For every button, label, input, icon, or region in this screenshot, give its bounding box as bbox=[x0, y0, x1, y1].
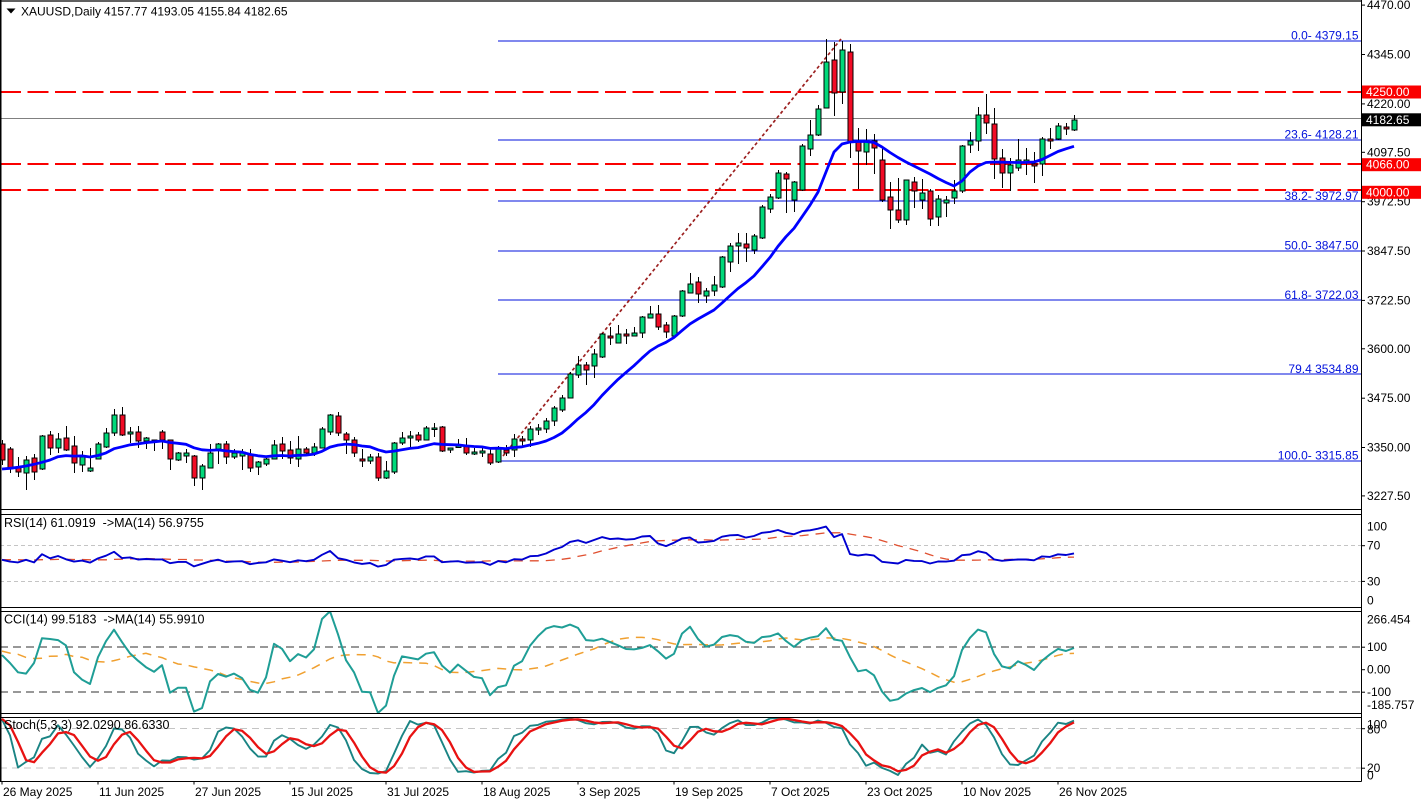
svg-text:3227.50: 3227.50 bbox=[1367, 489, 1411, 503]
svg-text:0.0- 4379.15: 0.0- 4379.15 bbox=[1291, 29, 1359, 43]
svg-text:Stoch(5,3,3) 92.0290 86.6330: Stoch(5,3,3) 92.0290 86.6330 bbox=[4, 718, 169, 732]
svg-text:RSI(14) 61.0919 ->MA(14) 56.9: RSI(14) 61.0919 ->MA(14) 56.9755 bbox=[4, 516, 204, 530]
svg-text:100: 100 bbox=[1367, 520, 1387, 534]
svg-text:4066.00: 4066.00 bbox=[1366, 158, 1410, 172]
svg-text:3847.50: 3847.50 bbox=[1367, 244, 1411, 258]
svg-text:CCI(14) 99.5183 ->MA(14) 55.9: CCI(14) 99.5183 ->MA(14) 55.9910 bbox=[4, 613, 205, 627]
svg-text:100: 100 bbox=[1367, 640, 1387, 654]
svg-text:26 May 2025: 26 May 2025 bbox=[3, 785, 73, 799]
svg-text:80: 80 bbox=[1367, 723, 1381, 737]
svg-text:23 Oct 2025: 23 Oct 2025 bbox=[867, 785, 933, 799]
svg-text:11 Jun 2025: 11 Jun 2025 bbox=[99, 785, 164, 799]
svg-text:0: 0 bbox=[1367, 594, 1374, 608]
svg-text:4345.00: 4345.00 bbox=[1367, 48, 1411, 62]
svg-text:30: 30 bbox=[1367, 574, 1381, 588]
svg-text:4097.50: 4097.50 bbox=[1367, 145, 1411, 159]
svg-text:3350.00: 3350.00 bbox=[1367, 441, 1411, 455]
svg-text:19 Sep 2025: 19 Sep 2025 bbox=[675, 785, 743, 799]
svg-text:26 Nov 2025: 26 Nov 2025 bbox=[1059, 785, 1127, 799]
svg-text:4157.77 4193.05 4155.84 4182.6: 4157.77 4193.05 4155.84 4182.65 bbox=[104, 4, 288, 18]
svg-text:61.8- 3722.03: 61.8- 3722.03 bbox=[1284, 288, 1358, 302]
svg-text:20: 20 bbox=[1367, 761, 1381, 775]
svg-text:3600.00: 3600.00 bbox=[1367, 342, 1411, 356]
svg-text:27 Jun 2025: 27 Jun 2025 bbox=[195, 785, 261, 799]
svg-text:3 Sep 2025: 3 Sep 2025 bbox=[579, 785, 641, 799]
svg-text:4182.65: 4182.65 bbox=[1366, 113, 1410, 127]
svg-text:3722.50: 3722.50 bbox=[1367, 293, 1411, 307]
svg-text:4250.00: 4250.00 bbox=[1366, 85, 1410, 99]
svg-text:0: 0 bbox=[1367, 768, 1374, 782]
svg-text:15 Jul 2025: 15 Jul 2025 bbox=[291, 785, 353, 799]
svg-text:-100: -100 bbox=[1367, 685, 1391, 699]
svg-text:3475.00: 3475.00 bbox=[1367, 391, 1411, 405]
svg-text:79.4 3534.89: 79.4 3534.89 bbox=[1288, 362, 1358, 376]
svg-text:10 Nov 2025: 10 Nov 2025 bbox=[963, 785, 1031, 799]
svg-text:100.0- 3315.85: 100.0- 3315.85 bbox=[1278, 449, 1359, 463]
svg-text:4470.00: 4470.00 bbox=[1367, 0, 1411, 12]
svg-text:50.0- 3847.50: 50.0- 3847.50 bbox=[1284, 239, 1358, 253]
svg-text:XAUUSD,Daily: XAUUSD,Daily bbox=[21, 4, 101, 18]
svg-text:38.2- 3972.97: 38.2- 3972.97 bbox=[1284, 189, 1358, 203]
svg-text:4000.00: 4000.00 bbox=[1366, 185, 1410, 199]
svg-text:31 Jul 2025: 31 Jul 2025 bbox=[387, 785, 449, 799]
svg-text:-185.757: -185.757 bbox=[1367, 698, 1415, 712]
svg-text:4220.00: 4220.00 bbox=[1367, 97, 1411, 111]
svg-text:70: 70 bbox=[1367, 539, 1381, 553]
svg-text:23.6- 4128.21: 23.6- 4128.21 bbox=[1284, 128, 1358, 142]
svg-text:100: 100 bbox=[1367, 717, 1387, 731]
svg-text:7 Oct 2025: 7 Oct 2025 bbox=[771, 785, 830, 799]
svg-text:0.00: 0.00 bbox=[1367, 663, 1391, 677]
svg-text:18 Aug 2025: 18 Aug 2025 bbox=[483, 785, 551, 799]
svg-text:266.454: 266.454 bbox=[1367, 613, 1411, 627]
